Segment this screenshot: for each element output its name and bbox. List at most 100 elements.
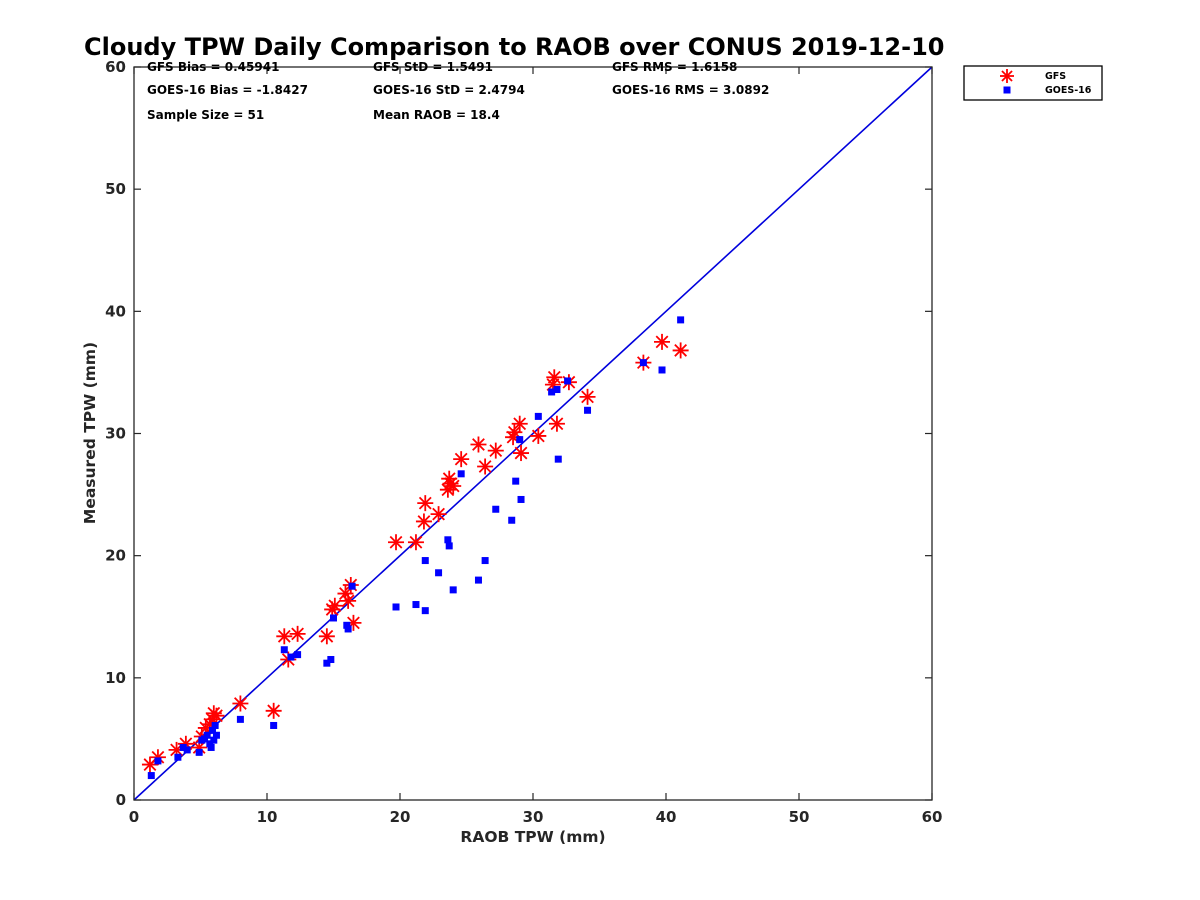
gfs-point	[470, 436, 487, 453]
gfs-point	[445, 478, 462, 495]
y-tick-label: 50	[105, 180, 126, 198]
x-tick-label: 20	[390, 808, 411, 826]
goes16-point	[195, 748, 203, 756]
goes16-point	[584, 406, 592, 414]
stat-text: GOES-16 StD = 2.4794	[373, 83, 525, 97]
stat-text: GFS Bias = 0.45941	[147, 60, 279, 74]
gfs-point	[149, 749, 166, 766]
stat-text: GFS RMS = 1.6158	[612, 60, 737, 74]
goes16-point	[512, 477, 520, 485]
goes16-point	[211, 721, 219, 729]
y-tick-label: 0	[116, 791, 126, 809]
goes16-point	[327, 656, 335, 664]
x-tick-label: 10	[257, 808, 278, 826]
goes16-point	[445, 542, 453, 550]
gfs-point	[407, 534, 424, 551]
goes16-point	[330, 614, 337, 622]
y-tick-label: 10	[105, 669, 126, 687]
legend-gfs-asterisk-icon	[1000, 69, 1014, 83]
goes16-point	[179, 743, 187, 751]
y-tick-label: 40	[105, 302, 126, 320]
stat-text: GFS StD = 1.5491	[373, 60, 493, 74]
legend-goes16-label: GOES-16	[1045, 85, 1092, 96]
goes16-point	[147, 772, 155, 780]
axis-ticks: 0 10 20 30 40 50 60 0 10 20 30 40 50 60	[105, 58, 942, 826]
stat-text: GOES-16 RMS = 3.0892	[612, 83, 769, 97]
goes16-point	[516, 436, 524, 444]
gfs-series	[141, 333, 689, 773]
goes16-point	[294, 651, 302, 659]
goes16-point	[534, 412, 542, 420]
y-tick-label: 20	[105, 547, 126, 565]
gfs-point	[511, 415, 528, 432]
y-axis-label: Measured TPW (mm)	[81, 342, 99, 524]
goes16-point	[203, 731, 211, 739]
gfs-point	[232, 695, 249, 712]
gfs-point	[340, 592, 357, 609]
legend-box	[963, 65, 1103, 101]
x-tick-label: 0	[129, 808, 139, 826]
goes16-point	[208, 726, 216, 734]
goes16-point	[658, 366, 666, 374]
goes16-point	[412, 601, 420, 609]
goes16-point	[492, 505, 500, 513]
goes16-point	[517, 495, 525, 503]
goes16-point	[212, 731, 220, 739]
goes16-point	[457, 470, 465, 478]
legend-gfs-asterisk	[1000, 69, 1014, 83]
goes16-point	[548, 388, 556, 396]
goes16-point	[236, 715, 244, 723]
goes16-point	[564, 377, 572, 385]
gfs-point	[417, 495, 434, 512]
goes16-point	[481, 557, 489, 565]
goes16-point	[392, 603, 400, 611]
x-axis-label: RAOB TPW (mm)	[460, 828, 605, 846]
goes16-point	[553, 386, 561, 394]
gfs-point	[326, 597, 343, 614]
x-tick-label: 50	[789, 808, 810, 826]
goes16-point	[174, 753, 182, 761]
one-to-one-line	[133, 66, 933, 801]
gfs-point	[477, 458, 494, 475]
goes16-point	[677, 316, 685, 324]
goes16-point	[344, 625, 352, 633]
goes16-point	[323, 659, 331, 667]
gfs-point	[430, 506, 447, 523]
legend-gfs-label: GFS	[1045, 71, 1066, 82]
goes16-point	[348, 582, 356, 590]
goes16-point	[206, 740, 214, 748]
gfs-point	[548, 415, 565, 432]
legend-goes16-square-icon	[1003, 86, 1011, 94]
goes16-point	[474, 576, 482, 584]
goes16-point	[435, 569, 443, 577]
gfs-point	[265, 702, 282, 719]
x-tick-label: 40	[656, 808, 677, 826]
goes16-point	[421, 557, 429, 565]
goes16-point	[280, 646, 288, 654]
goes16-point	[508, 516, 516, 524]
stat-text: GOES-16 Bias = -1.8427	[147, 83, 308, 97]
legend-goes16-square	[1003, 86, 1011, 94]
gfs-point	[415, 513, 432, 530]
stat-text: Sample Size = 51	[147, 108, 264, 122]
gfs-point	[388, 534, 405, 551]
y-tick-label: 30	[105, 425, 126, 443]
y-tick-label: 60	[105, 58, 126, 76]
gfs-point	[487, 442, 504, 459]
legend: GFS GOES-16	[963, 65, 1103, 101]
goes16-point	[421, 607, 429, 615]
goes16-point	[207, 743, 215, 751]
gfs-point	[672, 342, 689, 359]
goes16-point	[154, 757, 162, 765]
goes16-series	[147, 316, 685, 780]
goes16-point	[210, 736, 218, 744]
goes16-point	[343, 621, 351, 629]
goes16-point	[183, 746, 191, 754]
goes16-point	[200, 735, 208, 743]
statistics-block: GFS Bias = 0.45941 GFS StD = 1.5491 GFS RM…	[147, 60, 769, 122]
gfs-point	[289, 625, 306, 642]
gfs-point	[453, 451, 470, 468]
chart-title: Cloudy TPW Daily Comparison to RAOB over…	[84, 33, 944, 61]
goes16-point	[554, 455, 562, 463]
